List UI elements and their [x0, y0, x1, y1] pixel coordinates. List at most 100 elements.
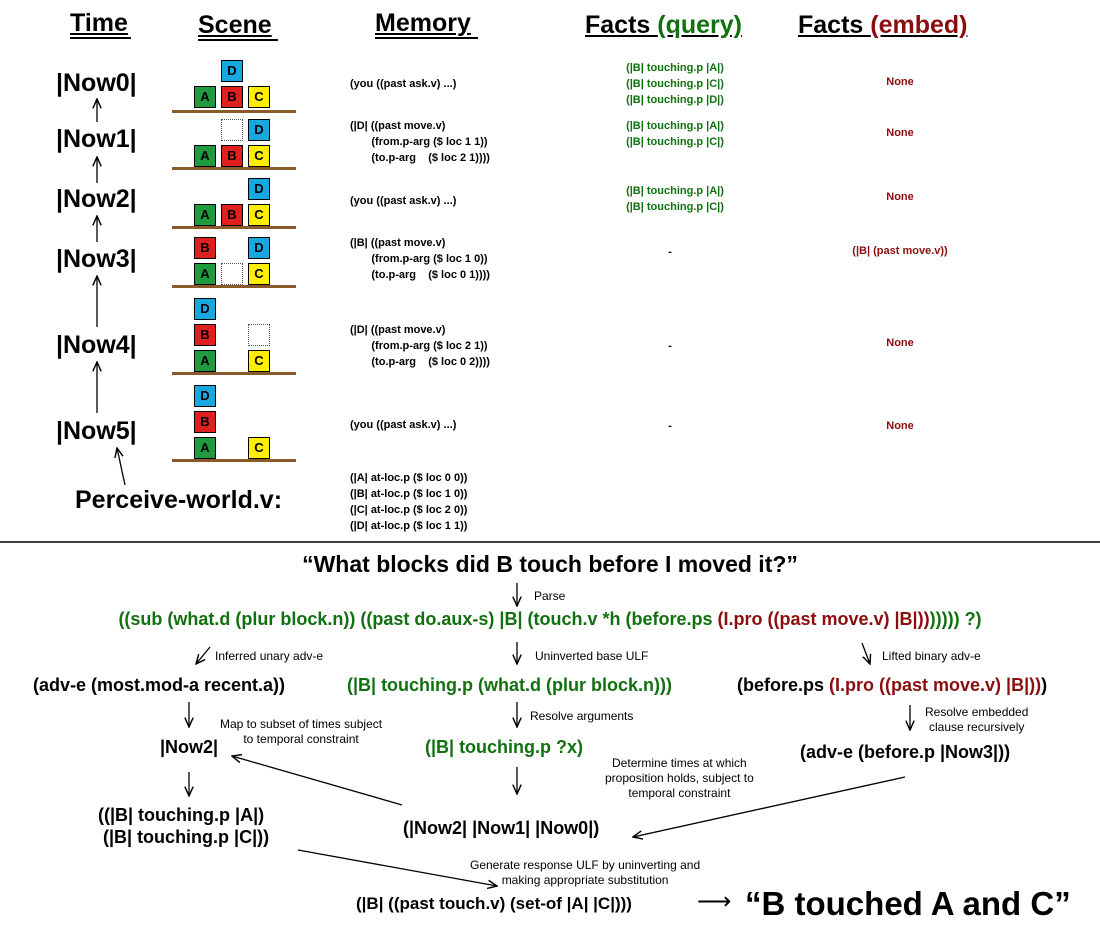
- ulf-tail: ))))) ?): [929, 609, 982, 629]
- block-a: A: [194, 86, 216, 108]
- memory-now1: (|D| ((past move.v) (from.p-arg ($ loc 1…: [350, 120, 490, 164]
- header-query-tag: (query): [657, 11, 742, 39]
- embed-now4: None: [886, 337, 914, 349]
- response-ulf: (|B| ((past touch.v) (set-of |A| |C|))): [356, 894, 632, 913]
- header-facts-query-word: Facts: [585, 11, 658, 39]
- block-c: C: [248, 350, 270, 372]
- time-now5: |Now5|: [56, 417, 137, 445]
- block-c: C: [248, 263, 270, 285]
- question-ulf: ((sub (what.d (plur block.n)) ((past do.…: [0, 609, 1100, 631]
- base-ulf: (|B| touching.p (what.d (plur block.n))): [347, 675, 673, 695]
- ulf-embedded-clause: (I.pro ((past move.v) |B|)): [717, 609, 930, 629]
- block-a: A: [194, 350, 216, 372]
- before-to-times-arrow: [633, 776, 906, 837]
- query-now0: (|B| touching.p |A|) (|B| touching.p |C|…: [626, 62, 724, 106]
- block-d: D: [221, 60, 243, 82]
- block-a: A: [194, 204, 216, 226]
- parse-label: Parse: [534, 589, 566, 603]
- shelf-now3: [172, 285, 296, 288]
- query-now4: -: [668, 340, 672, 352]
- block-b: B: [194, 411, 216, 433]
- times-list: (|Now2| |Now1| |Now0|): [403, 818, 600, 838]
- shelf-now2: [172, 226, 296, 229]
- shelf-now4: [172, 372, 296, 375]
- before-ps-head: (before.ps: [737, 675, 830, 695]
- before-ps-close: ): [1041, 675, 1048, 695]
- lifted-label: Lifted binary adv-e: [882, 649, 981, 663]
- block-a: A: [194, 263, 216, 285]
- header-underlines: [70, 37, 478, 41]
- result-facts: ((|B| touching.p |A|) (|B| touching.p |C…: [98, 805, 270, 847]
- result-now2: |Now2|: [160, 737, 219, 757]
- header-facts-embed-word: Facts: [798, 11, 871, 39]
- determine-label: Determine times at which proposition hol…: [605, 756, 754, 800]
- header-memory: Memory: [375, 9, 471, 37]
- header-scene: Scene: [198, 11, 272, 39]
- uninverted-label: Uninverted base ULF: [535, 649, 649, 663]
- embed-now0: None: [886, 76, 914, 88]
- memory-now0: (you ((past ask.v) ...): [350, 78, 457, 90]
- memory-now3: (|B| ((past move.v) (from.p-arg ($ loc 1…: [350, 237, 490, 281]
- query-now5: -: [668, 420, 672, 432]
- shelf-now1: [172, 167, 296, 170]
- block-b: B: [221, 204, 243, 226]
- embed-now5: None: [886, 420, 914, 432]
- ghost-block: [221, 263, 243, 285]
- map-label: Map to subset of times subject to tempor…: [220, 717, 383, 746]
- before-ps: (before.ps (I.pro ((past move.v) |B|))): [737, 675, 1047, 697]
- ghost-block: [248, 324, 270, 346]
- query-now2: (|B| touching.p |A|) (|B| touching.p |C|…: [626, 185, 724, 213]
- adv-e-before: (adv-e (before.p |Now3|)): [800, 742, 1011, 762]
- ghost-block: [221, 119, 243, 141]
- block-b: B: [194, 324, 216, 346]
- header-facts-query: Facts (query): [585, 10, 742, 40]
- lifted-arrow: [861, 642, 870, 664]
- inferred-label: Inferred unary adv-e: [215, 649, 324, 663]
- perceive-label: Perceive-world.v:: [75, 486, 283, 514]
- block-d: D: [194, 385, 216, 407]
- block-b: B: [221, 86, 243, 108]
- answer: “B touched A and C”: [745, 885, 1071, 922]
- memory-now2: (you ((past ask.v) ...): [350, 195, 457, 207]
- time-now0: |Now0|: [56, 69, 137, 97]
- block-a: A: [194, 437, 216, 459]
- time-now1: |Now1|: [56, 125, 137, 153]
- block-a: A: [194, 145, 216, 167]
- block-b: B: [221, 145, 243, 167]
- embed-now1: None: [886, 127, 914, 139]
- block-d: D: [194, 298, 216, 320]
- memory-now4: (|D| ((past move.v) (from.p-arg ($ loc 2…: [350, 324, 490, 368]
- before-ps-clause: (I.pro ((past move.v) |B|)): [829, 675, 1042, 695]
- header-facts-embed: Facts (embed): [798, 10, 968, 40]
- ulf-main: ((sub (what.d (plur block.n)) ((past do.…: [118, 609, 718, 629]
- query-now1: (|B| touching.p |A|) (|B| touching.p |C|…: [626, 120, 724, 148]
- time-now3: |Now3|: [56, 245, 137, 273]
- result-arrow: ⟶: [697, 888, 732, 915]
- resolve-embedded-label: Resolve embedded clause recursively: [925, 705, 1029, 734]
- embed-now3: (|B| (past move.v)): [852, 245, 948, 257]
- block-d: D: [248, 119, 270, 141]
- time-now4: |Now4|: [56, 331, 137, 359]
- generate-label: Generate response ULF by uninverting and…: [470, 858, 701, 887]
- perceive-arrow: [117, 448, 126, 486]
- inferred-arrow: [196, 646, 211, 664]
- embed-now2: None: [886, 191, 914, 203]
- block-d: D: [248, 178, 270, 200]
- shelf-now0: [172, 110, 296, 113]
- adv-e-recent: (adv-e (most.mod-a recent.a)): [33, 675, 286, 695]
- memory-now5: (you ((past ask.v) ...): [350, 419, 457, 431]
- times-to-now2-arrow: [232, 756, 403, 806]
- perceive-facts: (|A| at-loc.p ($ loc 0 0)) (|B| at-loc.p…: [350, 472, 468, 532]
- block-c: C: [248, 145, 270, 167]
- header-embed-tag: (embed): [870, 11, 968, 39]
- resolve-args-label: Resolve arguments: [530, 709, 634, 723]
- block-c: C: [248, 437, 270, 459]
- shelf-now5: [172, 459, 296, 462]
- touching-x: (|B| touching.p ?x): [425, 737, 584, 757]
- query-now3: -: [668, 246, 672, 258]
- block-c: C: [248, 204, 270, 226]
- block-b: B: [194, 237, 216, 259]
- question: “What blocks did B touch before I moved …: [302, 551, 798, 577]
- facts-to-response-arrow: [297, 849, 497, 886]
